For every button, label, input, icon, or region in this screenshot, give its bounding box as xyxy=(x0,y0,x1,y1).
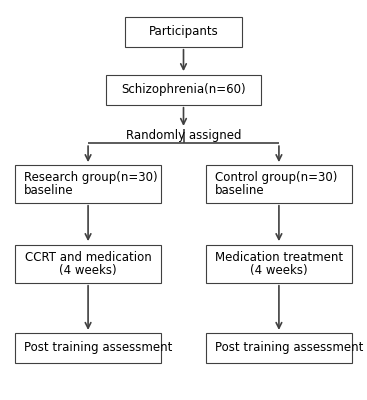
Text: Randomly assigned: Randomly assigned xyxy=(126,130,241,142)
FancyBboxPatch shape xyxy=(15,333,161,363)
FancyBboxPatch shape xyxy=(15,165,161,203)
Text: baseline: baseline xyxy=(215,184,264,197)
Text: Post training assessment: Post training assessment xyxy=(24,342,172,354)
Text: Participants: Participants xyxy=(149,26,218,38)
FancyBboxPatch shape xyxy=(15,245,161,283)
FancyBboxPatch shape xyxy=(125,17,242,47)
Text: (4 weeks): (4 weeks) xyxy=(59,264,117,277)
FancyBboxPatch shape xyxy=(106,75,261,105)
FancyBboxPatch shape xyxy=(206,333,352,363)
Text: CCRT and medication: CCRT and medication xyxy=(25,251,152,264)
Text: Schizophrenia(n=60): Schizophrenia(n=60) xyxy=(121,84,246,96)
FancyBboxPatch shape xyxy=(206,245,352,283)
Text: Control group(n=30): Control group(n=30) xyxy=(215,171,337,184)
FancyBboxPatch shape xyxy=(206,165,352,203)
Text: baseline: baseline xyxy=(24,184,73,197)
Text: Medication treatment: Medication treatment xyxy=(215,251,343,264)
Text: (4 weeks): (4 weeks) xyxy=(250,264,308,277)
Text: Post training assessment: Post training assessment xyxy=(215,342,363,354)
Text: Research group(n=30): Research group(n=30) xyxy=(24,171,157,184)
